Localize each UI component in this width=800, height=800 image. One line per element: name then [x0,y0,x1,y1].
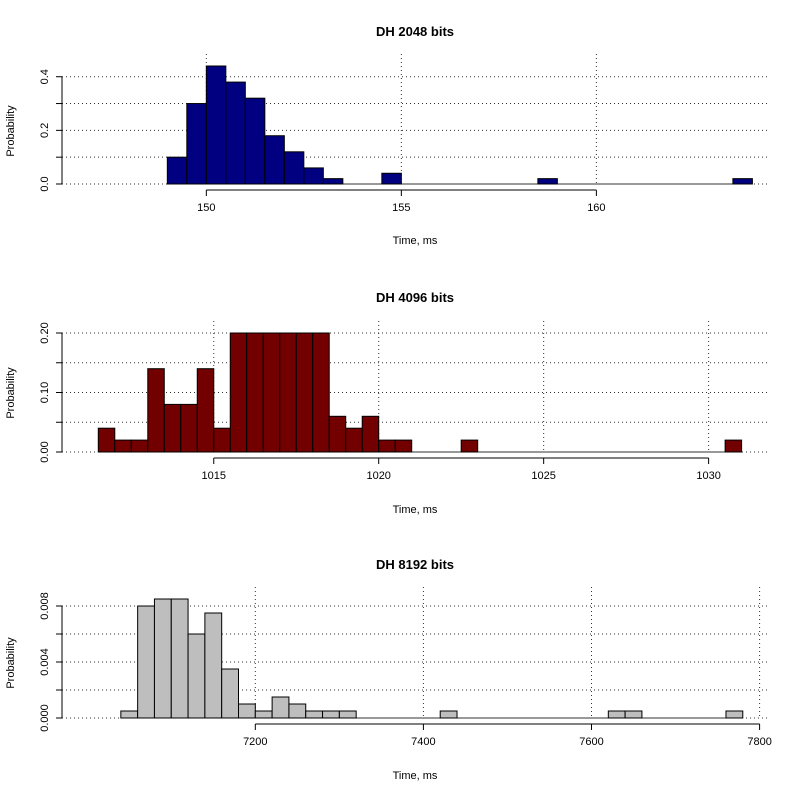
histogram-bar [303,167,324,185]
x-axis: 7200 7400 7600 7800 [243,723,772,748]
histogram-bar [328,415,347,453]
histogram-bar [254,710,273,719]
bars [97,332,743,453]
histogram-bar [725,710,744,719]
histogram-bar [381,172,402,185]
y-tick-label: 0.2 [39,123,51,138]
chart-title: DH 4096 bits [376,290,454,305]
histogram-bar [196,368,215,453]
histogram-bar [607,710,626,719]
histogram-bar [288,703,307,719]
histogram-bar [338,710,357,719]
y-tick-label: 0.0 [39,176,51,191]
histogram-bar [246,332,264,453]
y-tick-label: 0.004 [39,648,51,676]
histogram-bar [187,633,206,719]
y-tick-label: 0.008 [39,592,51,620]
x-tick-label: 155 [392,202,410,214]
histogram-bar [225,81,246,185]
x-tick-label: 1020 [366,470,390,482]
y-tick-label: 0.000 [39,704,51,732]
histogram-bar [279,332,297,453]
histogram-bar [244,97,266,185]
histogram-bar [732,178,753,185]
x-tick-label: 7200 [243,736,267,748]
histogram-bar [130,439,149,453]
histogram-bar [205,65,227,185]
histogram-bar [361,415,380,453]
chart-title: DH 2048 bits [376,24,454,39]
histogram-bar [147,368,165,453]
histogram-bar [264,135,285,185]
x-axis-label: Time, ms [393,235,438,247]
y-axis-label: Probability [5,105,17,157]
histogram-bar [394,439,413,453]
chart-title: DH 8192 bits [376,557,454,572]
histogram-bar [229,332,248,453]
x-axis: 150 155 160 [197,189,606,214]
histogram-bar [213,427,231,453]
y-axis-label: Probability [5,637,17,689]
x-tick-label: 7800 [747,736,771,748]
y-tick-label: 0.20 [39,322,51,343]
histogram-bar [170,598,189,719]
histogram-bar [262,332,281,453]
x-tick-label: 7400 [411,736,435,748]
y-axis: 0.0 0.2 0.4 [39,69,63,192]
histogram-bar [163,403,182,453]
histogram-bar [204,612,223,719]
histogram-bar [312,332,330,453]
histogram-bar [305,710,324,719]
histogram-bar [295,332,314,453]
histogram-bar [180,403,198,453]
histogram-bar [345,427,363,453]
x-tick-label: 7600 [579,736,603,748]
histogram-bar [97,427,116,453]
panel-dh-4096: DH 4096 bits Time, ms Probability 0.000.… [5,290,768,516]
y-axis-label: Probability [5,367,17,419]
y-tick-label: 0.10 [39,382,51,403]
y-tick-label: 0.00 [39,441,51,462]
x-tick-label: 1025 [531,470,555,482]
x-axis-label: Time, ms [393,504,438,516]
histogram-bar [322,178,344,185]
histogram-bar [283,151,305,185]
histogram-bar [186,103,207,185]
bars [166,65,753,185]
histogram-bar [166,156,188,185]
panel-dh-2048: DH 2048 bits Time, ms Probability 0.0 0.2… [5,24,768,247]
histogram-bar [537,178,558,185]
histogram-bar [624,710,643,719]
bars [120,598,744,719]
histogram-bar [221,668,239,719]
y-tick-label: 0.4 [39,69,51,84]
x-tick-label: 150 [197,202,215,214]
histogram-bar [153,598,172,719]
panel-dh-8192: DH 8192 bits Time, ms Probability 0.0000… [5,557,772,782]
histogram-bar [724,439,743,453]
x-tick-label: 1030 [696,470,720,482]
x-axis-label: Time, ms [393,770,438,782]
y-axis: 0.000 0.004 0.008 [39,592,63,732]
x-tick-label: 1015 [202,470,226,482]
histogram-bar [120,710,139,719]
x-tick-label: 160 [587,202,605,214]
x-axis: 1015 1020 1025 1030 [202,457,721,482]
histogram-bar [271,696,290,719]
histogram-bar [322,710,340,719]
histogram-bar [114,439,132,453]
y-axis: 0.00 0.10 0.20 [39,322,63,463]
histogram-bar [137,605,155,719]
histogram-bar [460,439,479,453]
histogram-bar [439,710,458,719]
histogram-bar [238,703,256,719]
histogram-bar [378,439,396,453]
